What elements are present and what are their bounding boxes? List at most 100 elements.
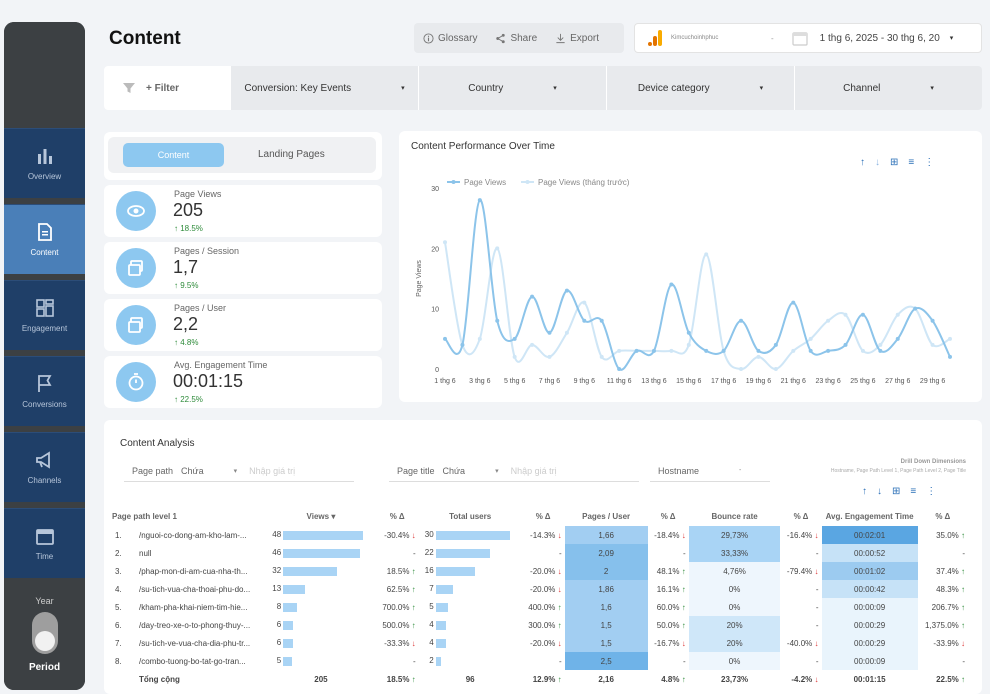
- delta-value: 60.0%: [656, 602, 680, 612]
- up-arrow-icon: ↑: [679, 674, 686, 684]
- page-title-label: Page title: [397, 465, 435, 476]
- series-line-page-views-previous: [444, 242, 951, 370]
- row-path[interactable]: 2. null: [112, 544, 266, 562]
- table-row[interactable]: 1. /nguoi-co-dong-am-kho-lam-... 48 -30.4%…: [112, 526, 968, 544]
- sidebar-item-time[interactable]: Time: [4, 508, 85, 578]
- sidebar-item-overview[interactable]: Overview: [4, 128, 85, 198]
- chart-type-icon[interactable]: ⊞: [892, 486, 901, 497]
- column-header-label: % Δ: [935, 511, 951, 521]
- column-header[interactable]: % Δ: [780, 506, 821, 526]
- table-row[interactable]: 5. /kham-pha-khai-niem-tim-hie... 8 700.0%…: [112, 598, 968, 616]
- down-arrow-icon: ↓: [555, 530, 562, 540]
- filter-icon[interactable]: ≡: [910, 486, 917, 497]
- views-bar: [283, 566, 337, 576]
- glossary-button[interactable]: Glossary: [414, 33, 486, 44]
- users-cell: 16: [419, 562, 522, 580]
- sort-down-icon[interactable]: ↓: [877, 486, 882, 497]
- views-cell: 8: [266, 598, 375, 616]
- table-row[interactable]: 2. null 46 -22 -2,09-33,33% -00:00:52-: [112, 544, 968, 562]
- column-header-label: Total users: [449, 511, 492, 521]
- chart-more-icon[interactable]: ⋮: [924, 157, 935, 168]
- column-header-label: % Δ: [660, 511, 676, 521]
- down-arrow-icon: ↓: [958, 638, 965, 648]
- sort-up-icon[interactable]: ↑: [862, 486, 867, 497]
- page-path-operator[interactable]: Chứa: [181, 465, 204, 476]
- table-row[interactable]: 4. /su-tich-vua-cha-thoai-phu-do... 13 62.…: [112, 580, 968, 598]
- row-path[interactable]: 1. /nguoi-co-dong-am-kho-lam-...: [112, 526, 266, 544]
- data-point: [495, 318, 500, 323]
- table-row[interactable]: 3./phap-mon-di-am-cua-nha-th... 32 18.5% …: [112, 562, 968, 580]
- row-path[interactable]: 6. /day-treo-xe-o-to-phong-thuy-...: [112, 616, 266, 634]
- date-dropdown-icon[interactable]: ▾: [949, 35, 954, 42]
- export-button[interactable]: Export: [546, 33, 608, 44]
- filter-device-category[interactable]: Device category ▾: [606, 66, 794, 110]
- data-point: [477, 336, 482, 341]
- column-header[interactable]: % Δ: [522, 506, 565, 526]
- kpi-card: Page Views 205 ↑ 18.5%: [104, 185, 382, 237]
- tab-landing-pages[interactable]: Landing Pages: [258, 149, 325, 160]
- page-title-input[interactable]: Nhập giá trị: [510, 465, 557, 476]
- page-path: /su-tich-vua-cha-thoai-phu-do...: [139, 584, 251, 594]
- data-point: [582, 318, 587, 323]
- hostname-dropdown-icon[interactable]: -: [739, 467, 742, 474]
- filter-channel[interactable]: Channel ▾: [794, 66, 982, 110]
- delta-value: -79.4%: [786, 566, 813, 576]
- operator-dropdown-icon[interactable]: ▾: [233, 467, 238, 475]
- account-dropdown-icon[interactable]: -: [771, 33, 774, 43]
- kpi-card: Pages / Session 1,7 ↑ 9.5%: [104, 242, 382, 294]
- chart-sort-up-icon[interactable]: ↑: [860, 157, 865, 168]
- column-header[interactable]: Total users: [419, 506, 522, 526]
- sidebar-item-channels[interactable]: Channels: [4, 432, 85, 502]
- table-row[interactable]: 6. /day-treo-xe-o-to-phong-thuy-... 6 500.…: [112, 616, 968, 634]
- line-chart: Page Views Page Views (tháng trước) 0 10 20 3…: [416, 178, 952, 385]
- column-header[interactable]: Pages / User: [565, 506, 648, 526]
- more-icon[interactable]: ⋮: [926, 486, 937, 497]
- views-value: 6: [276, 638, 282, 648]
- data-point: [826, 348, 831, 353]
- bounce-rate-value: 20%: [726, 620, 743, 630]
- page-title-filter[interactable]: Page title Chứa ▾ Nhập giá trị: [389, 460, 639, 482]
- page-title-operator[interactable]: Chứa: [442, 465, 466, 476]
- operator-dropdown-icon-2[interactable]: ▾: [495, 467, 499, 475]
- row-path[interactable]: 5. /kham-pha-khai-niem-tim-hie...: [112, 598, 266, 616]
- share-button[interactable]: Share: [486, 33, 546, 44]
- page-path-label: Page path: [132, 465, 174, 476]
- chart-type-icon-2[interactable]: ⊞: [890, 157, 899, 168]
- row-path[interactable]: 7. /su-tich-ve-vua-cha-dia-phu-tr...: [112, 634, 266, 652]
- column-header[interactable]: % Δ: [376, 506, 419, 526]
- chart-sort-down-icon[interactable]: ↓: [875, 157, 880, 168]
- sidebar-item-conversions[interactable]: Conversions: [4, 356, 85, 426]
- row-path[interactable]: 8. /combo-tuong-bo-tat-go-tran...: [112, 652, 266, 670]
- table-row[interactable]: 8. /combo-tuong-bo-tat-go-tran... 5 - 2 - 2,…: [112, 652, 968, 670]
- column-header[interactable]: Avg. Engagement Time: [822, 506, 918, 526]
- column-header[interactable]: % Δ: [648, 506, 689, 526]
- row-path[interactable]: 4. /su-tich-vua-cha-thoai-phu-do...: [112, 580, 266, 598]
- hostname-filter[interactable]: Hostname -: [650, 460, 770, 482]
- delta-value: -: [558, 548, 562, 558]
- chart-filter-icon[interactable]: ≡: [908, 157, 915, 168]
- column-header[interactable]: Views ▾: [266, 506, 375, 526]
- date-range[interactable]: 1 thg 6, 2025 - 30 thg 6, 20: [819, 32, 940, 44]
- toggle-period-label: Period: [28, 662, 61, 673]
- add-filter-button[interactable]: + Filter: [104, 66, 230, 110]
- engagement-time-cell: 00:00:42: [821, 580, 918, 598]
- period-toggle[interactable]: [31, 612, 58, 654]
- account-date-selector[interactable]: Kimcuchoinhphuc - 1 thg 6, 2025 - 30 thg…: [634, 23, 982, 53]
- column-header[interactable]: % Δ: [918, 506, 968, 526]
- page-path-filter[interactable]: Page path Chứa ▾ Nhập giá trị: [124, 460, 354, 482]
- sidebar-item-label: Overview: [27, 172, 62, 181]
- bar-chart-icon: [37, 149, 52, 164]
- column-header[interactable]: Bounce rate: [689, 506, 781, 526]
- filter-country[interactable]: Country ▾: [418, 66, 606, 110]
- toggle-knob[interactable]: [34, 631, 55, 651]
- page-path-input[interactable]: Nhập giá trị: [249, 465, 296, 476]
- tab-content[interactable]: Content: [123, 143, 224, 167]
- sidebar-item-engagement[interactable]: Engagement: [4, 280, 85, 350]
- sidebar-item-content[interactable]: Content: [4, 204, 85, 274]
- bounce-rate-cell: 0%: [688, 598, 781, 616]
- filter-conversion[interactable]: Conversion: Key Events ▾: [230, 66, 418, 110]
- column-header[interactable]: Page path level 1: [112, 506, 266, 526]
- table-row[interactable]: 7. /su-tich-ve-vua-cha-dia-phu-tr... 6 -33…: [112, 634, 968, 652]
- row-path[interactable]: 3. /phap-mon-di-am-cua-nha-th...: [112, 562, 266, 580]
- data-point: [530, 342, 535, 347]
